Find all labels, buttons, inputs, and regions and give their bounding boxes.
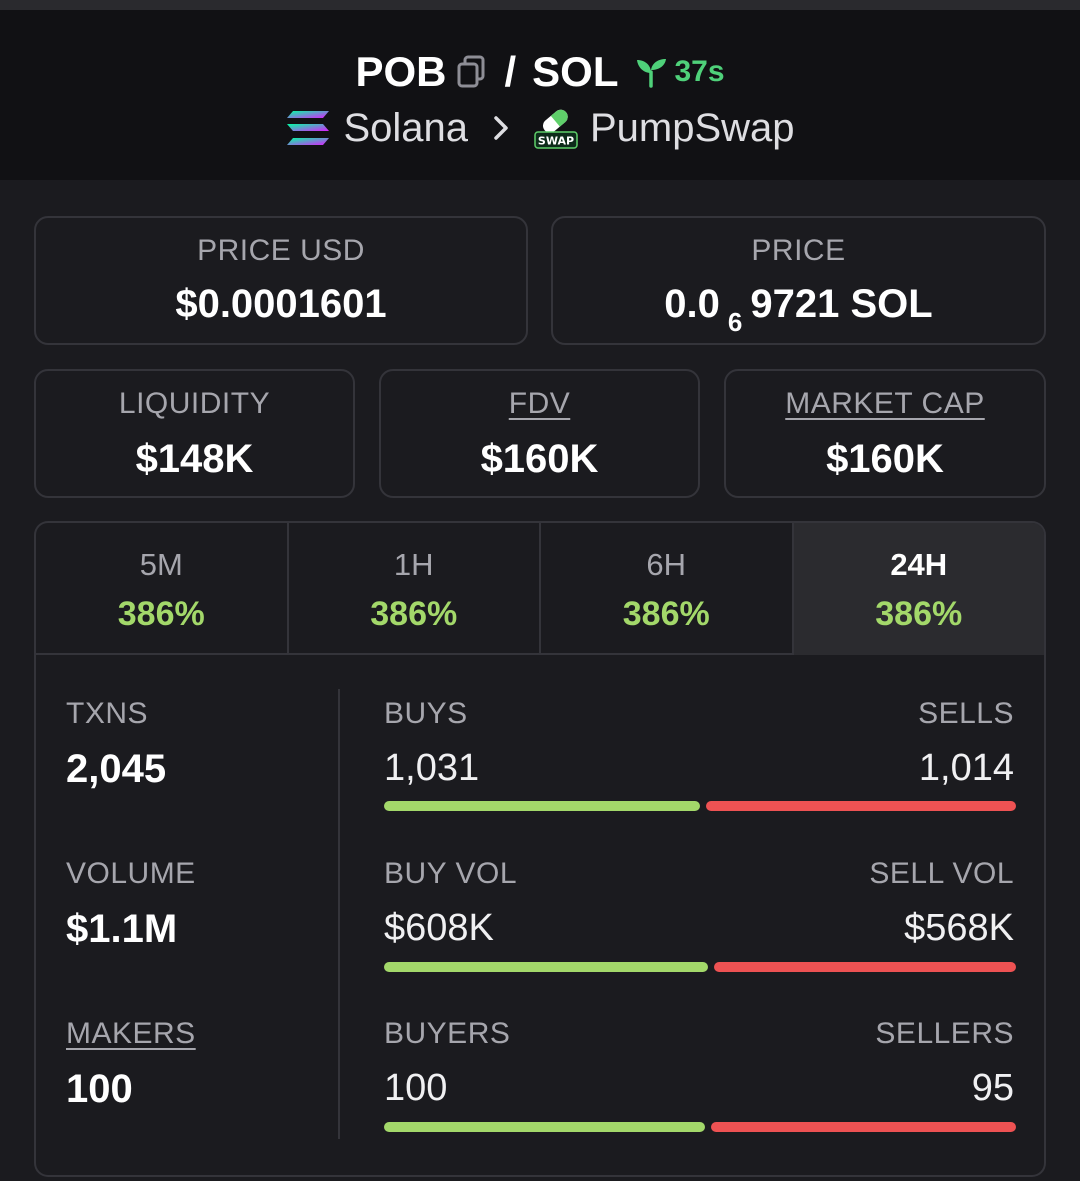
buy-vol-bar bbox=[384, 962, 708, 972]
price-native-zero-count: 6 bbox=[727, 307, 743, 337]
chain-name[interactable]: Solana bbox=[343, 106, 468, 150]
dex-name[interactable]: PumpSwap bbox=[590, 106, 795, 150]
tab-label: 5M bbox=[139, 547, 183, 582]
price-usd-label: PRICE USD bbox=[197, 234, 365, 267]
tab-change: 386% bbox=[117, 595, 205, 633]
sellers-value: 95 bbox=[971, 1067, 1014, 1109]
sell-vol-label: SELL VOL bbox=[869, 857, 1014, 890]
buys-label: BUYS bbox=[384, 697, 468, 730]
chain-breadcrumb: Solana SWAP PumpSwap bbox=[0, 104, 1080, 152]
price-native-card: PRICE 0.0 6 9721 SOL bbox=[551, 216, 1046, 345]
tab-6h[interactable]: 6H 386% bbox=[541, 523, 794, 655]
price-usd-card: PRICE USD $0.0001601 bbox=[34, 216, 528, 345]
tab-5m[interactable]: 5M 386% bbox=[36, 523, 289, 655]
price-usd-value: $0.0001601 bbox=[175, 282, 387, 326]
market-cap-label[interactable]: MARKET CAP bbox=[785, 387, 985, 420]
price-native-label: PRICE bbox=[751, 234, 846, 267]
buyers-label: BUYERS bbox=[384, 1017, 511, 1050]
tab-label: 24H bbox=[890, 547, 948, 582]
pair-age-text: 37s bbox=[674, 55, 725, 88]
buys-bar bbox=[384, 801, 700, 811]
market-cap-value: $160K bbox=[826, 437, 944, 481]
tab-24h[interactable]: 24H 386% bbox=[793, 523, 1044, 655]
seedling-icon bbox=[637, 59, 667, 88]
volume-label: VOLUME bbox=[66, 857, 196, 890]
sells-bar bbox=[706, 801, 1016, 811]
buy-vol-value: $608K bbox=[384, 907, 494, 949]
pair-header: POB / SOL 37s bbox=[0, 10, 1080, 180]
liquidity-label: LIQUIDITY bbox=[118, 387, 271, 420]
tab-change: 386% bbox=[622, 595, 710, 633]
top-strip bbox=[0, 0, 1080, 10]
buys-value: 1,031 bbox=[384, 747, 480, 789]
txns-label: TXNS bbox=[66, 697, 149, 730]
pair-title: POB / SOL 37s bbox=[0, 48, 1080, 96]
makers-label[interactable]: MAKERS bbox=[66, 1017, 196, 1050]
solana-logo-icon bbox=[285, 109, 331, 147]
tab-1h[interactable]: 1H 386% bbox=[288, 523, 541, 655]
stats-divider bbox=[338, 689, 340, 1139]
base-token-symbol: POB bbox=[355, 48, 447, 95]
timeframe-tabs: 5M 386% 1H 386% 6H 386% 24H 386% bbox=[34, 521, 1046, 655]
tab-label: 1H bbox=[393, 547, 434, 582]
sells-label: SELLS bbox=[918, 697, 1014, 730]
price-native-prefix: 0.0 bbox=[664, 282, 720, 326]
tab-label: 6H bbox=[646, 547, 687, 582]
makers-value: 100 bbox=[66, 1067, 133, 1111]
txns-value: 2,045 bbox=[66, 747, 167, 791]
sellers-bar bbox=[711, 1122, 1016, 1132]
sell-vol-bar bbox=[714, 962, 1016, 972]
buyers-value: 100 bbox=[384, 1067, 448, 1109]
liquidity-value: $148K bbox=[135, 437, 254, 481]
copy-icon[interactable] bbox=[456, 55, 486, 89]
price-native-rest: 9721 SOL bbox=[750, 282, 933, 326]
pumpswap-logo-text: SWAP bbox=[538, 135, 574, 148]
fdv-card: FDV $160K bbox=[379, 369, 700, 498]
tab-change: 386% bbox=[370, 595, 458, 633]
sell-vol-value: $568K bbox=[904, 907, 1014, 949]
buy-vol-label: BUY VOL bbox=[384, 857, 518, 890]
tab-change: 386% bbox=[875, 595, 963, 633]
volume-value: $1.1M bbox=[66, 907, 178, 951]
fdv-value: $160K bbox=[480, 437, 599, 481]
sells-value: 1,014 bbox=[918, 747, 1014, 789]
trade-stats-panel: TXNS 2,045 VOLUME $1.1M MAKERS 100 BUYS … bbox=[34, 655, 1046, 1177]
market-cap-card: MARKET CAP $160K bbox=[724, 369, 1046, 498]
buyers-bar bbox=[384, 1122, 705, 1132]
sellers-label: SELLERS bbox=[875, 1017, 1014, 1050]
pumpswap-logo-icon: SWAP bbox=[534, 106, 578, 150]
liquidity-card: LIQUIDITY $148K bbox=[34, 369, 355, 498]
price-native-value: 0.0 6 9721 SOL bbox=[553, 282, 1044, 337]
pair-separator: / bbox=[504, 48, 517, 95]
fdv-label[interactable]: FDV bbox=[508, 387, 571, 420]
pair-age: 37s bbox=[634, 48, 725, 96]
chevron-right-icon bbox=[492, 114, 510, 142]
quote-token-symbol: SOL bbox=[532, 48, 619, 95]
